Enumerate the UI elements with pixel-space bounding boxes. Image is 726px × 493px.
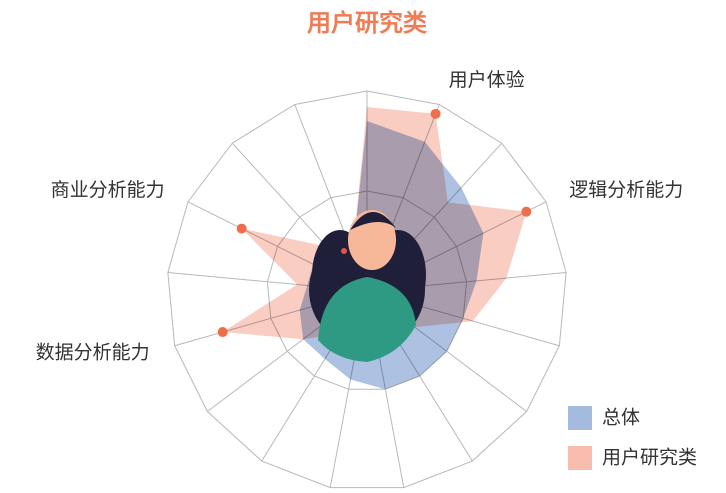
data-point <box>430 108 441 119</box>
data-point <box>217 327 228 338</box>
grid-ring <box>167 90 567 489</box>
legend-label: 总体 <box>602 407 640 429</box>
legend-swatch <box>568 446 592 470</box>
chart-title: 用户研究类 <box>307 9 428 37</box>
axis-label: 逻辑分析能力 <box>569 179 683 201</box>
legend-label: 用户研究类 <box>602 447 697 469</box>
data-point <box>521 206 532 217</box>
data-point <box>236 223 247 234</box>
axis-label: 用户体验 <box>449 69 525 91</box>
axis-label: 商业分析能力 <box>51 179 165 201</box>
avatar-illustration <box>309 210 426 362</box>
legend-swatch <box>568 406 592 430</box>
axis-label: 数据分析能力 <box>36 341 150 363</box>
